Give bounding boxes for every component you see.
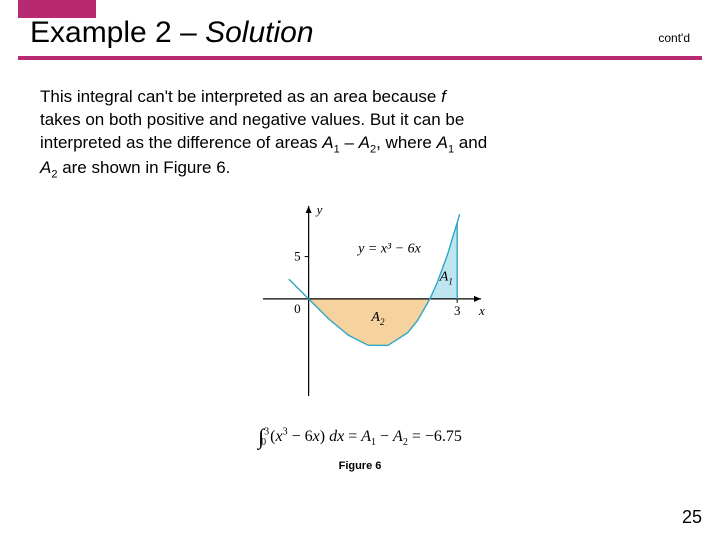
svg-text:y: y (315, 202, 323, 217)
svg-text:x: x (478, 303, 485, 318)
eq-A1: A (361, 428, 371, 445)
body-A1b: A (437, 133, 448, 152)
title-prefix: Example 2 – (30, 16, 205, 49)
body-paragraph: This integral can't be interpreted as an… (40, 86, 672, 182)
eq-eq: = (344, 428, 361, 445)
figure-caption: Figure 6 (0, 460, 720, 472)
body-line3b: , where (376, 133, 436, 152)
figure-container: 530xyy = x³ − 6xA1A2 ∫30 (x3 − 6x) dx = … (0, 200, 720, 472)
title-suffix: Solution (205, 16, 313, 49)
body-and: and (454, 133, 487, 152)
body-f: f (441, 87, 446, 106)
page-number: 25 (682, 507, 702, 528)
svg-text:3: 3 (454, 303, 461, 318)
body-line3a: interpreted as the difference of areas (40, 133, 322, 152)
contd-label: cont'd (658, 31, 690, 45)
slide-title: Example 2 – Solution (30, 16, 314, 50)
body-minus: – (340, 133, 359, 152)
eq-x: x (313, 428, 320, 445)
eq-rparen: ) (320, 428, 329, 445)
svg-text:5: 5 (294, 249, 301, 264)
eq-A2: A (393, 428, 403, 445)
eq-val: = −6.75 (408, 428, 462, 445)
body-A2a: A (359, 133, 370, 152)
title-row: Example 2 – Solution cont'd (30, 16, 690, 50)
body-A2b: A (40, 158, 51, 177)
body-line1a: This integral can't be interpreted as an… (40, 87, 441, 106)
body-A1a: A (322, 133, 333, 152)
svg-text:y = x³ − 6x: y = x³ − 6x (356, 241, 422, 256)
svg-text:0: 0 (294, 301, 301, 316)
eq-m6x: − 6 (288, 428, 313, 445)
body-line4: are shown in Figure 6. (57, 158, 230, 177)
eq-minus: − (376, 428, 393, 445)
horizontal-rule (18, 56, 702, 60)
eq-d: d (329, 428, 337, 445)
equation: ∫30 (x3 − 6x) dx = A1 − A2 = −6.75 (0, 421, 720, 448)
body-line2: takes on both positive and negative valu… (40, 110, 464, 129)
figure-chart: 530xyy = x³ − 6xA1A2 (225, 200, 495, 410)
eq-x3: x (276, 428, 283, 445)
